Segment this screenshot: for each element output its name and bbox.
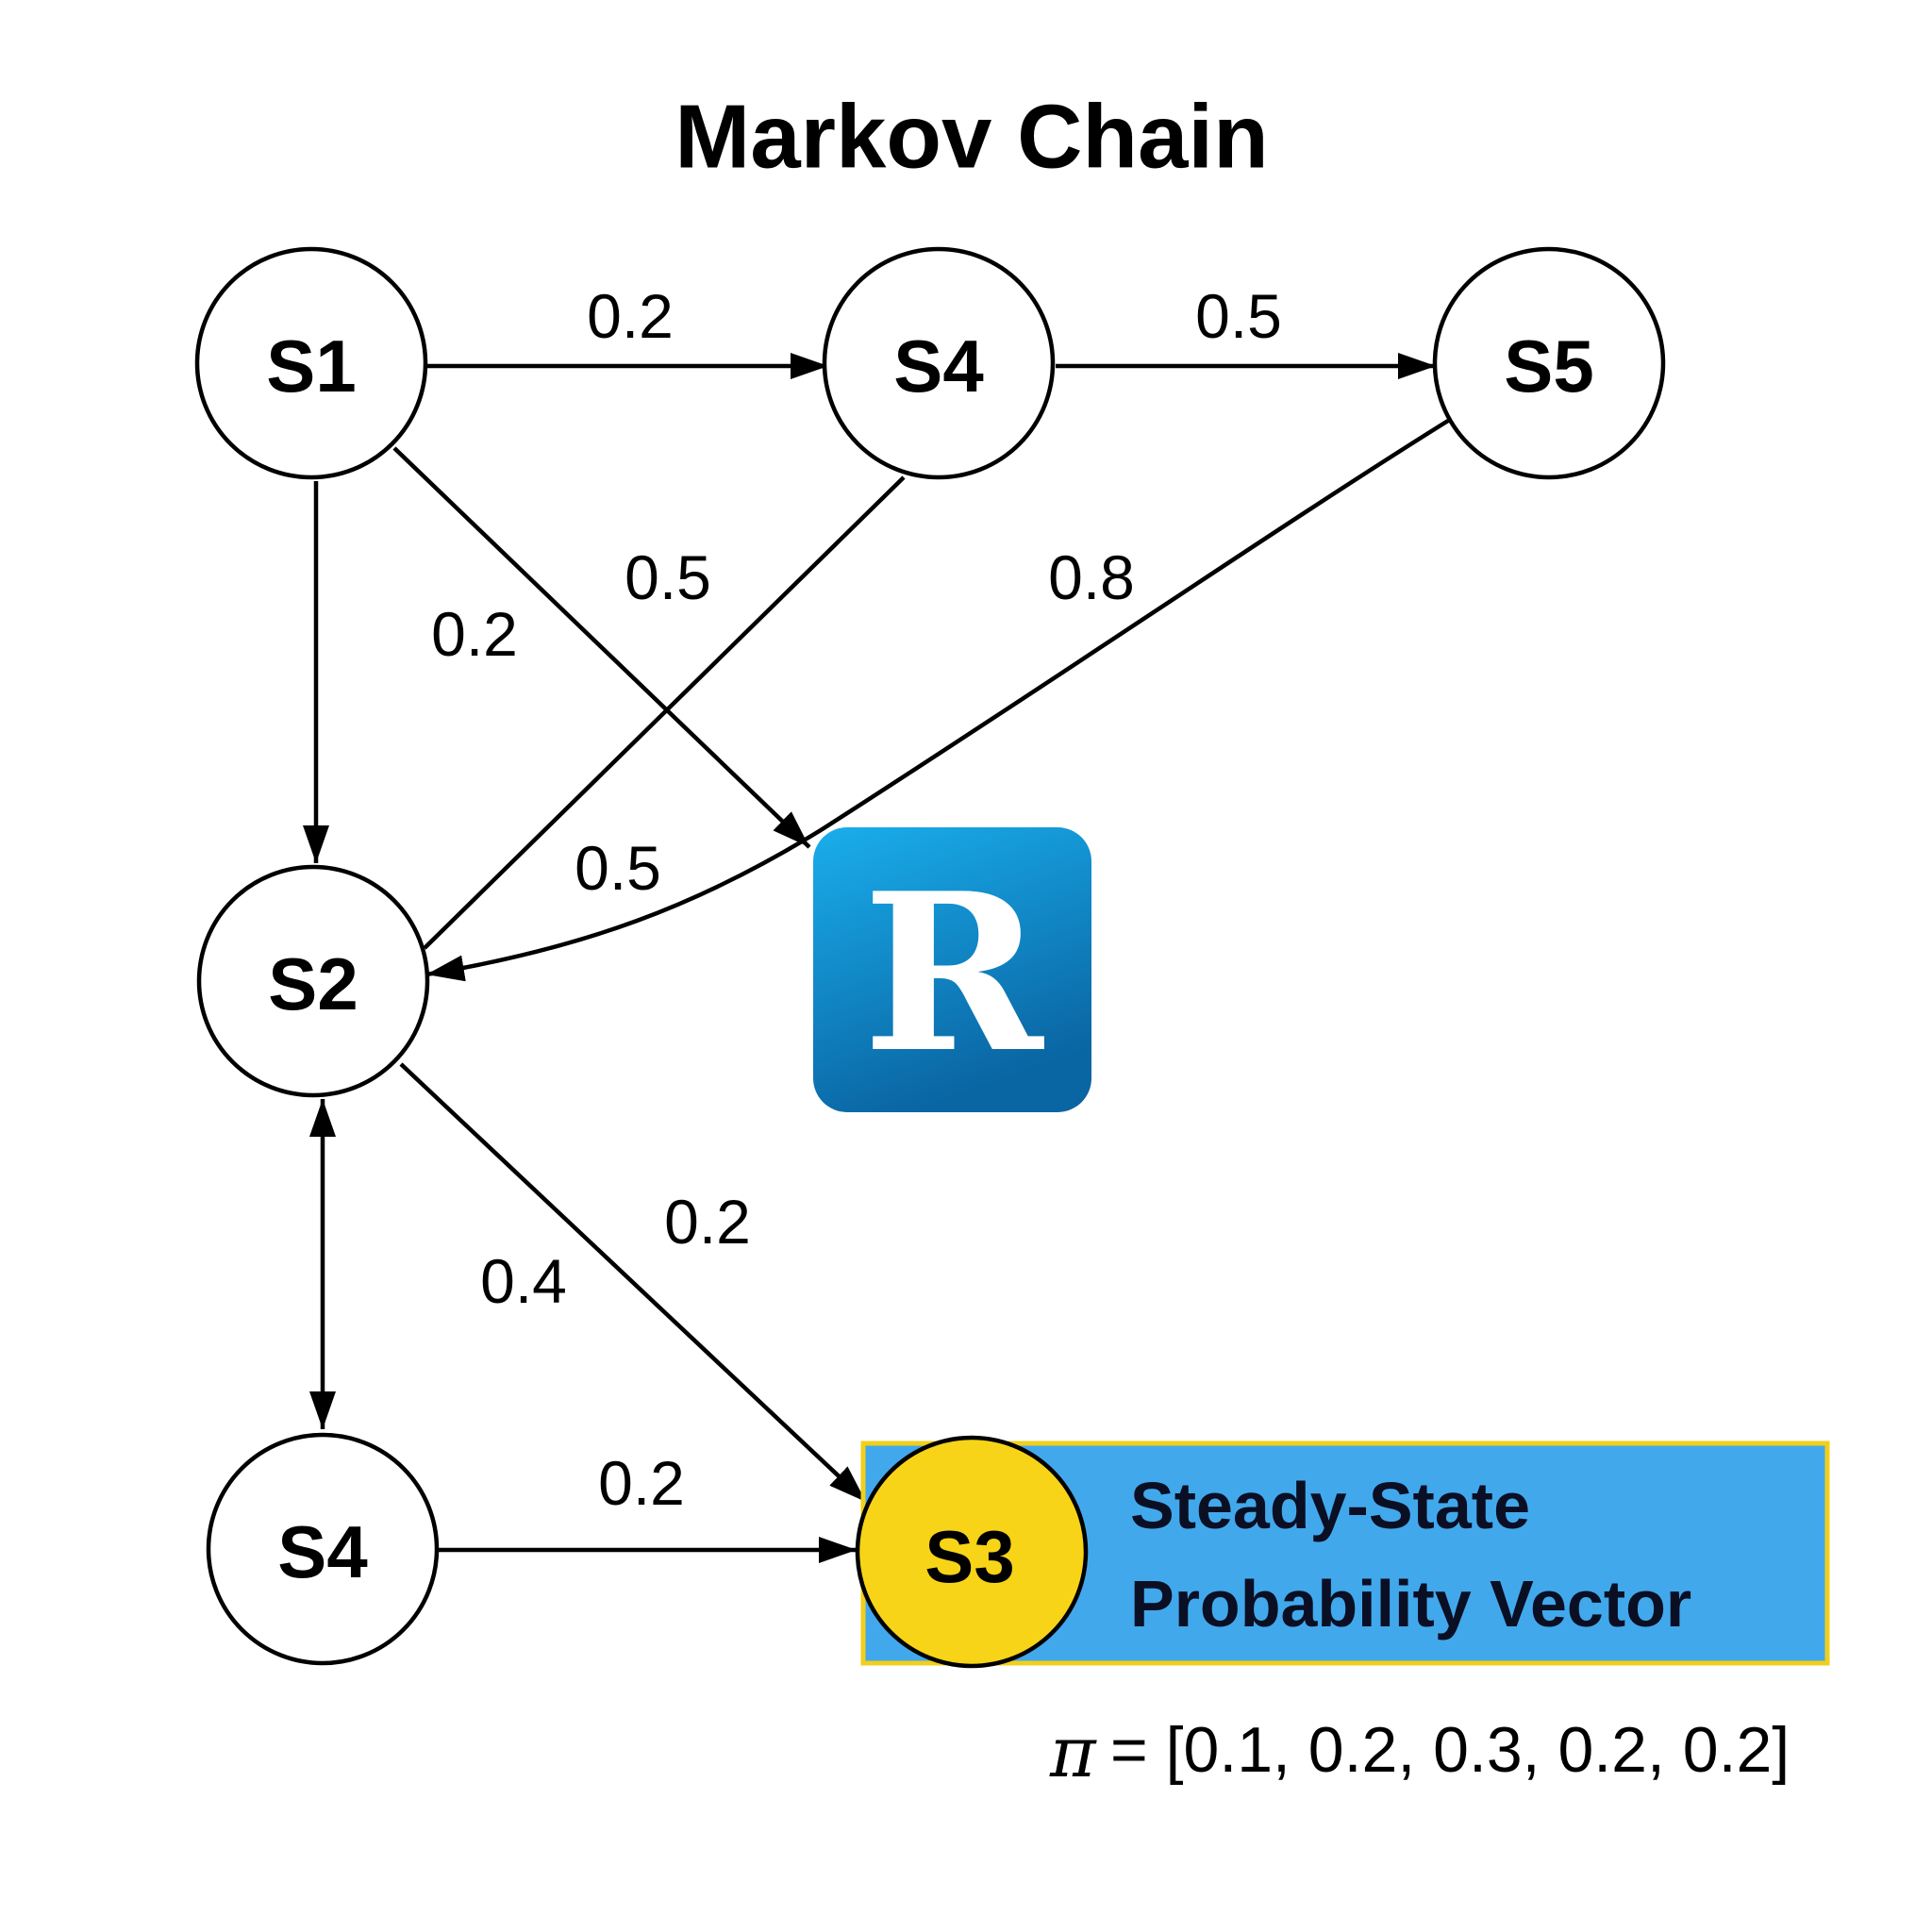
node-s2-label: S2	[268, 942, 358, 1025]
node-s4-top-label: S4	[893, 325, 983, 408]
r-logo-icon: R	[813, 827, 1091, 1112]
edge-label-s2-s4-bottom: 0.4	[480, 1246, 567, 1316]
edge-label-s4-top-s2: 0.5	[575, 833, 661, 903]
r-logo-letter: R	[862, 846, 1044, 1101]
diagram-title: Markov Chain	[675, 87, 1268, 188]
edge-label-s1-s4-top: 0.2	[587, 281, 674, 351]
edge-label-s1-s2: 0.2	[431, 599, 518, 669]
steady-state-heading-line2: Probability Vector	[1130, 1567, 1691, 1641]
steady-state-vector: = [0.1, 0.2, 0.3, 0.2, 0.2]	[1110, 1714, 1790, 1786]
edge-label-s4-top-s5: 0.5	[1195, 281, 1282, 351]
pi-symbol: π	[1049, 1712, 1097, 1793]
node-s2: S2	[196, 864, 430, 1098]
node-s1-label: S1	[266, 325, 356, 408]
node-s3-highlighted: S3	[855, 1435, 1089, 1669]
node-s5-label: S5	[1504, 325, 1593, 408]
node-s4-top: S4	[822, 246, 1056, 480]
node-s4-bottom-label: S4	[277, 1510, 367, 1593]
node-s4-bottom: S4	[206, 1432, 440, 1666]
edge-s4-top-to-s2	[423, 475, 906, 950]
edge-label-s1-logo: 0.5	[625, 542, 711, 612]
edge-label-s5-s2: 0.8	[1048, 542, 1135, 612]
edge-label-s4-bottom-s3: 0.2	[598, 1448, 685, 1518]
edge-s2-to-s3	[399, 1062, 868, 1504]
node-s3-label: S3	[924, 1515, 1014, 1598]
steady-state-heading-line1: Steady-State	[1130, 1469, 1530, 1542]
edge-s5-to-s2	[425, 419, 1450, 982]
edge-label-s2-s3: 0.2	[664, 1187, 751, 1257]
node-s1: S1	[194, 246, 428, 480]
node-s5: S5	[1432, 246, 1666, 480]
edge-s1-to-logo	[392, 446, 811, 849]
